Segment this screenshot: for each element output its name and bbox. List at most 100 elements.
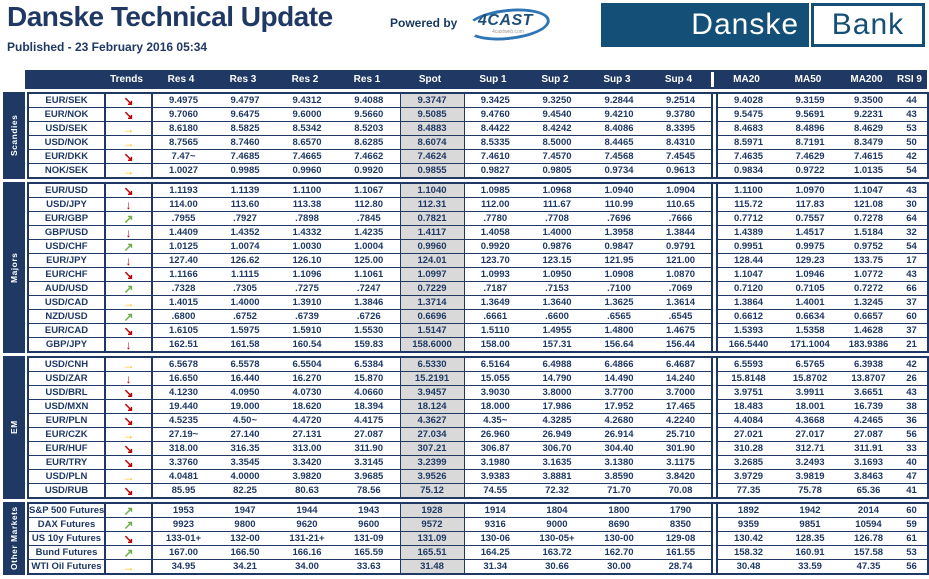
instrument-cell: USD/JPY — [28, 197, 106, 212]
res3-cell: 8.7460 — [214, 135, 276, 150]
table-row: EUR/SEK ↘ 9.4975 9.4797 9.4312 9.4088 9.3747 9.… — [28, 93, 928, 108]
ma50-cell: 0.9975 — [779, 239, 841, 254]
instrument-cell: GBP/USD — [28, 225, 106, 240]
ma20-cell: 30.48 — [717, 559, 779, 574]
sup4-cell: 8.3395 — [650, 121, 712, 136]
table-row: USD/JPY ↓ 114.00 113.60 113.38 112.80 112.31 11… — [28, 197, 928, 212]
res2-cell: 1.4332 — [276, 225, 338, 240]
ma200-cell: 0.9752 — [841, 239, 896, 254]
ma50-cell: 9851 — [779, 517, 841, 532]
spot-cell: 4.3627 — [399, 413, 465, 428]
res4-cell: 34.95 — [152, 559, 214, 574]
rsi9-cell: 60 — [906, 505, 917, 516]
trend-right-arrow-icon: → — [105, 357, 153, 372]
ma50-cell: 0.9722 — [779, 163, 841, 178]
ma20-cell: 27.021 — [717, 427, 779, 442]
ma200-cell: 3.6651 — [841, 385, 896, 400]
sup2-cell: 1.4955 — [526, 323, 588, 338]
res1-cell: 9.4088 — [354, 95, 384, 106]
sup2-cell: 130-05+ — [526, 531, 588, 546]
table-row: USD/CNH → 6.5678 6.5578 6.5504 6.5384 6.5330 6.… — [28, 357, 928, 372]
res1-cell: .6726 — [338, 309, 400, 324]
sup2-cell: 9.3250 — [542, 95, 572, 106]
res4-cell: 8.7565 — [152, 135, 214, 150]
sup4-cell: .7069 — [650, 281, 712, 296]
instrument-cell: Bund Futures — [28, 545, 106, 560]
spot-cell: 3.9526 — [399, 469, 465, 484]
sup1-cell: 3.9030 — [464, 385, 526, 400]
sup1-cell: 130-06 — [464, 531, 526, 546]
sup1-cell: 3.9383 — [464, 469, 526, 484]
res1-cell: 27.087 — [338, 427, 400, 442]
res2-cell: 9.6000 — [276, 107, 338, 122]
spot-cell: 1928 — [399, 503, 465, 518]
ma20-cell: 9.4028 — [733, 95, 764, 106]
res3-cell: 1.1115 — [214, 267, 276, 282]
sup4-cell: .7666 — [650, 211, 712, 226]
ma50-cell: 0.6634 — [779, 309, 841, 324]
table-row: USD/ZAR ↓ 16.650 16.440 16.270 15.870 15.2191 1… — [28, 371, 928, 386]
res1-cell: 33.63 — [338, 559, 400, 574]
trend-down-right-arrow-icon: ↘ — [105, 413, 153, 428]
table-row: WTI Oil Futures → 34.95 34.21 34.00 33.63 31.4… — [28, 559, 928, 574]
table-split-gap — [711, 323, 718, 338]
instrument-cell: AUD/USD — [28, 281, 106, 296]
table-split-gap — [711, 135, 718, 150]
table-row: USD/MXN ↘ 19.440 19.000 18.620 18.394 18.124 18… — [28, 399, 928, 414]
sup3-cell: 71.70 — [588, 483, 650, 498]
sup2-cell: 8.4242 — [526, 121, 588, 136]
res1-cell: 131-09 — [338, 531, 400, 546]
table-row: USD/CHF ↗ 1.0125 1.0074 1.0030 1.0004 0.9960 0.… — [28, 239, 928, 254]
sup4-cell: 1790 — [669, 505, 692, 516]
sup4-cell: 156.44 — [650, 337, 712, 352]
instrument-cell: EUR/CZK — [28, 427, 106, 442]
rsi9-cell: 60 — [896, 309, 928, 324]
ma200-cell: 65.36 — [841, 483, 896, 498]
sup1-cell: 158.00 — [464, 337, 526, 352]
res1-cell: 1.1061 — [338, 267, 400, 282]
table-split-gap — [711, 281, 718, 296]
res3-cell: 316.35 — [214, 441, 276, 456]
ma200-cell: 133.75 — [841, 253, 896, 268]
table-row: EUR/GBP ↗ .7955.7927.7898.7845 0.7821.7780.… — [28, 211, 928, 226]
ma50-cell: 6.5765 — [795, 359, 825, 370]
rsi9-cell: 59 — [896, 517, 928, 532]
sup3-cell: 1.3958 — [588, 225, 650, 240]
res3-cell: 1.1139 — [230, 185, 260, 196]
sup4-cell: 7.4545 — [650, 149, 712, 164]
res1-cell: 1.5530 — [338, 323, 400, 338]
powered-by-label: Powered by — [390, 16, 458, 30]
trend-down-right-arrow-icon: ↘ — [105, 183, 153, 198]
res3-cell: 7.4685 — [214, 149, 276, 164]
rsi9-cell: 43 — [896, 107, 928, 122]
sup4-cell: 1.3614 — [650, 295, 712, 310]
table-split-gap — [711, 197, 718, 212]
instrument-cell: USD/MXN — [28, 399, 106, 414]
ma20-cell: 8.4683 — [717, 121, 779, 136]
ma200-cell: 1.0772 — [841, 267, 896, 282]
trend-down-arrow-icon: ↓ — [105, 337, 153, 352]
res2-cell: 3.9820 — [276, 469, 338, 484]
table-split-gap — [711, 253, 718, 268]
sup4-cell: 3.1175 — [650, 455, 712, 470]
spot-cell: 1.4117 — [399, 225, 465, 240]
res3-cell: 0.9985 — [214, 163, 276, 178]
sup1-cell: 15.055 — [464, 371, 526, 386]
res1-cell: 9600 — [338, 517, 400, 532]
sup4-cell: 3.7000 — [650, 385, 712, 400]
ma50-cell: 0.7105 — [779, 281, 841, 296]
section-table: USD/CNH → 6.5678 6.5578 6.5504 6.5384 6.5330 6.… — [27, 356, 929, 499]
instrument-cell: EUR/USD — [28, 183, 106, 198]
res4-cell: 7.47~ — [152, 149, 214, 164]
instrument-cell: USD/BRL — [28, 385, 106, 400]
spot-cell: 8.6074 — [399, 135, 465, 150]
danske-logo-right: Bank — [811, 3, 925, 47]
section-label: Scandies — [3, 92, 25, 179]
rsi9-cell: 53 — [896, 545, 928, 560]
fourcast-logo: 4CAST 4castweb.com — [464, 4, 552, 45]
table-row: GBP/JPY ↓ 162.51 161.58 160.54 159.83 158.6000… — [28, 337, 928, 352]
ma50-cell: 3.2493 — [779, 455, 841, 470]
table-row: EUR/PLN ↘ 4.5235 4.50~ 4.4720 4.4175 4.3627 4.3… — [28, 413, 928, 428]
sup4-cell: 9.2514 — [665, 95, 696, 106]
instrument-cell: USD/RUB — [28, 483, 106, 498]
